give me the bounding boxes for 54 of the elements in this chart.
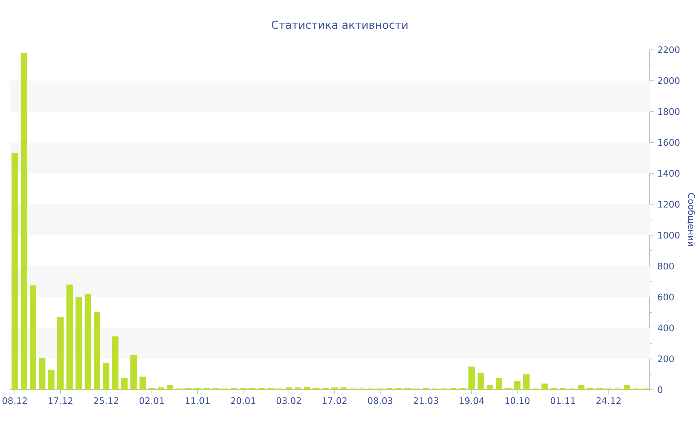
bar xyxy=(486,385,494,390)
y-tick-label: 800 xyxy=(658,262,674,270)
bar xyxy=(523,374,530,390)
bar xyxy=(30,286,36,390)
y-tick-label: 1000 xyxy=(658,232,680,239)
x-tick-label: 20.01 xyxy=(231,398,256,404)
y-tick-label: 0 xyxy=(658,386,663,394)
chart-title: Статистика активности xyxy=(272,20,408,30)
y-tick-label: 1800 xyxy=(658,108,680,116)
bar xyxy=(478,373,484,390)
bar xyxy=(167,385,174,390)
x-tick-label: 17.12 xyxy=(48,398,73,404)
y-tick-label: 400 xyxy=(658,324,674,332)
bar xyxy=(48,370,55,390)
bar xyxy=(304,386,311,390)
x-tick-label: 17.02 xyxy=(322,398,347,404)
y-tick-label: 1600 xyxy=(658,139,680,146)
x-tick-label: 19.04 xyxy=(460,398,484,404)
bar xyxy=(12,154,18,390)
x-tick-label: 10.10 xyxy=(506,398,530,404)
bar xyxy=(103,362,110,390)
bar xyxy=(496,378,502,390)
x-tick-label: 02.01 xyxy=(140,398,164,404)
y-tick-label: 2200 xyxy=(658,46,680,54)
bar xyxy=(76,297,82,390)
x-tick-label: 08.12 xyxy=(2,398,27,404)
bar xyxy=(468,366,476,390)
y-tick-label: 600 xyxy=(658,294,674,301)
bar xyxy=(578,385,585,390)
bar xyxy=(58,317,64,390)
x-tick-label: 01.11 xyxy=(550,398,576,404)
y-tick-label: 1400 xyxy=(658,170,680,178)
y-tick-label: 2000 xyxy=(658,78,680,84)
x-tick-label: 03.02 xyxy=(276,398,302,404)
bar xyxy=(39,358,46,390)
bar xyxy=(20,53,28,390)
bar xyxy=(140,376,146,390)
x-tick-label: 11.01 xyxy=(186,398,210,404)
bar xyxy=(542,384,548,390)
bar xyxy=(84,294,92,390)
bar xyxy=(514,382,521,390)
bar xyxy=(66,284,74,390)
bar xyxy=(94,312,100,390)
x-tick-label: 08.03 xyxy=(368,398,393,404)
y-tick-label: 200 xyxy=(658,356,674,362)
x-tick-label: 21.03 xyxy=(414,398,438,404)
x-tick-label: 24.12 xyxy=(596,398,621,404)
y-axis-title: Сообщений xyxy=(687,193,696,246)
bar xyxy=(121,378,128,390)
y-tick-label: 1200 xyxy=(658,201,680,208)
bar xyxy=(624,385,630,390)
bar xyxy=(130,355,137,390)
x-tick-label: 25.12 xyxy=(94,398,118,404)
bar xyxy=(112,336,119,390)
